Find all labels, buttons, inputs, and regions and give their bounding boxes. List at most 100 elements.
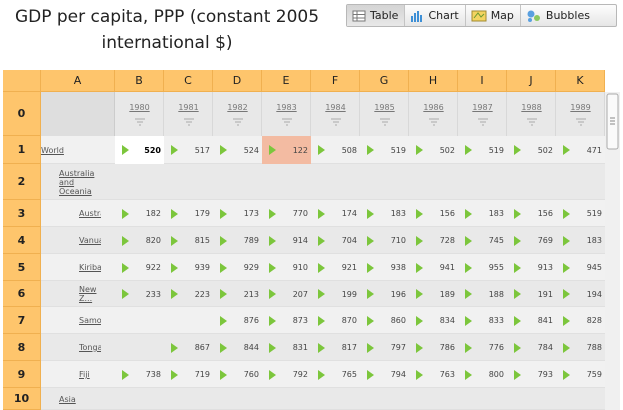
- expand-arrow[interactable]: [318, 315, 325, 326]
- expand-arrow[interactable]: [171, 289, 178, 299]
- filter-icon[interactable]: [527, 118, 537, 126]
- expand-arrow[interactable]: [465, 262, 472, 273]
- filter-icon[interactable]: [282, 118, 292, 126]
- filter-icon[interactable]: [429, 118, 439, 126]
- expand-arrow[interactable]: [465, 145, 472, 155]
- expand-arrow[interactable]: [563, 289, 570, 299]
- expand-arrow[interactable]: [416, 315, 423, 326]
- expand-arrow[interactable]: [514, 342, 521, 353]
- cell: 831: [262, 334, 311, 361]
- expand-arrow[interactable]: [367, 342, 374, 353]
- expand-arrow[interactable]: [171, 342, 178, 353]
- expand-arrow[interactable]: [318, 208, 325, 219]
- view-button[interactable]: Map: [466, 5, 521, 26]
- expand-arrow[interactable]: [220, 342, 227, 353]
- view-button[interactable]: Chart: [405, 5, 466, 26]
- expand-arrow[interactable]: [563, 145, 570, 155]
- filter-icon[interactable]: [380, 118, 390, 126]
- expand-arrow[interactable]: [318, 342, 325, 353]
- expand-arrow[interactable]: [465, 235, 472, 246]
- expand-arrow[interactable]: [220, 235, 227, 246]
- expand-arrow[interactable]: [416, 369, 423, 380]
- expand-arrow[interactable]: [269, 235, 276, 246]
- expand-arrow[interactable]: [269, 289, 276, 299]
- filter-icon[interactable]: [233, 118, 243, 126]
- expand-arrow[interactable]: [171, 208, 178, 219]
- expand-arrow[interactable]: [514, 235, 521, 246]
- expand-arrow[interactable]: [220, 208, 227, 219]
- expand-arrow[interactable]: [416, 342, 423, 353]
- expand-arrow[interactable]: [220, 369, 227, 380]
- expand-arrow[interactable]: [514, 315, 521, 326]
- expand-arrow[interactable]: [318, 235, 325, 246]
- expand-arrow[interactable]: [220, 289, 227, 299]
- expand-arrow[interactable]: [514, 145, 521, 155]
- row-header: 8: [3, 334, 41, 361]
- expand-arrow[interactable]: [220, 262, 227, 273]
- expand-arrow[interactable]: [220, 145, 227, 155]
- expand-arrow[interactable]: [367, 208, 374, 219]
- expand-arrow[interactable]: [465, 315, 472, 326]
- expand-arrow[interactable]: [563, 369, 570, 380]
- expand-arrow[interactable]: [122, 262, 129, 273]
- expand-arrow[interactable]: [269, 145, 276, 155]
- expand-arrow[interactable]: [416, 235, 423, 246]
- expand-arrow[interactable]: [269, 369, 276, 380]
- expand-arrow[interactable]: [514, 208, 521, 219]
- expand-arrow[interactable]: [318, 369, 325, 380]
- expand-arrow[interactable]: [269, 262, 276, 273]
- expand-arrow[interactable]: [318, 289, 325, 299]
- cell: 769: [507, 227, 556, 254]
- expand-arrow[interactable]: [367, 369, 374, 380]
- view-button[interactable]: Table: [347, 5, 406, 26]
- expand-arrow[interactable]: [416, 208, 423, 219]
- expand-arrow[interactable]: [514, 289, 521, 299]
- expand-arrow[interactable]: [122, 145, 129, 155]
- expand-arrow[interactable]: [122, 235, 129, 246]
- expand-arrow[interactable]: [269, 208, 276, 219]
- expand-arrow[interactable]: [563, 262, 570, 273]
- filter-icon[interactable]: [331, 118, 341, 126]
- expand-arrow[interactable]: [367, 289, 374, 299]
- expand-arrow[interactable]: [171, 369, 178, 380]
- cell: 793: [507, 361, 556, 388]
- expand-arrow[interactable]: [563, 342, 570, 353]
- expand-arrow[interactable]: [416, 145, 423, 155]
- expand-arrow[interactable]: [122, 208, 129, 219]
- expand-arrow[interactable]: [171, 235, 178, 246]
- expand-arrow[interactable]: [465, 342, 472, 353]
- expand-arrow[interactable]: [269, 315, 276, 326]
- year-label: 1988: [521, 103, 542, 112]
- expand-arrow[interactable]: [416, 262, 423, 273]
- expand-arrow[interactable]: [122, 289, 129, 299]
- expand-arrow[interactable]: [269, 342, 276, 353]
- expand-arrow[interactable]: [563, 235, 570, 246]
- filter-icon[interactable]: [478, 118, 488, 126]
- expand-arrow[interactable]: [465, 289, 472, 299]
- year-cell: [262, 92, 311, 136]
- expand-arrow[interactable]: [122, 369, 129, 380]
- expand-arrow[interactable]: [514, 262, 521, 273]
- expand-arrow[interactable]: [367, 315, 374, 326]
- scrollbar[interactable]: [605, 92, 620, 410]
- filter-icon[interactable]: [184, 118, 194, 126]
- expand-arrow[interactable]: [171, 262, 178, 273]
- expand-arrow[interactable]: [465, 208, 472, 219]
- column-header: I: [458, 70, 507, 92]
- expand-arrow[interactable]: [563, 315, 570, 326]
- expand-arrow[interactable]: [416, 289, 423, 299]
- view-button[interactable]: Bubbles: [521, 5, 596, 26]
- expand-arrow[interactable]: [318, 145, 325, 155]
- expand-arrow[interactable]: [171, 145, 178, 155]
- expand-arrow[interactable]: [563, 208, 570, 219]
- expand-arrow[interactable]: [465, 369, 472, 380]
- expand-arrow[interactable]: [367, 262, 374, 273]
- filter-icon[interactable]: [135, 118, 145, 126]
- expand-arrow[interactable]: [367, 145, 374, 155]
- expand-arrow[interactable]: [514, 369, 521, 380]
- expand-arrow[interactable]: [367, 235, 374, 246]
- expand-arrow[interactable]: [220, 315, 227, 326]
- expand-arrow[interactable]: [318, 262, 325, 273]
- filter-icon[interactable]: [576, 118, 586, 126]
- column-header: H: [409, 70, 458, 92]
